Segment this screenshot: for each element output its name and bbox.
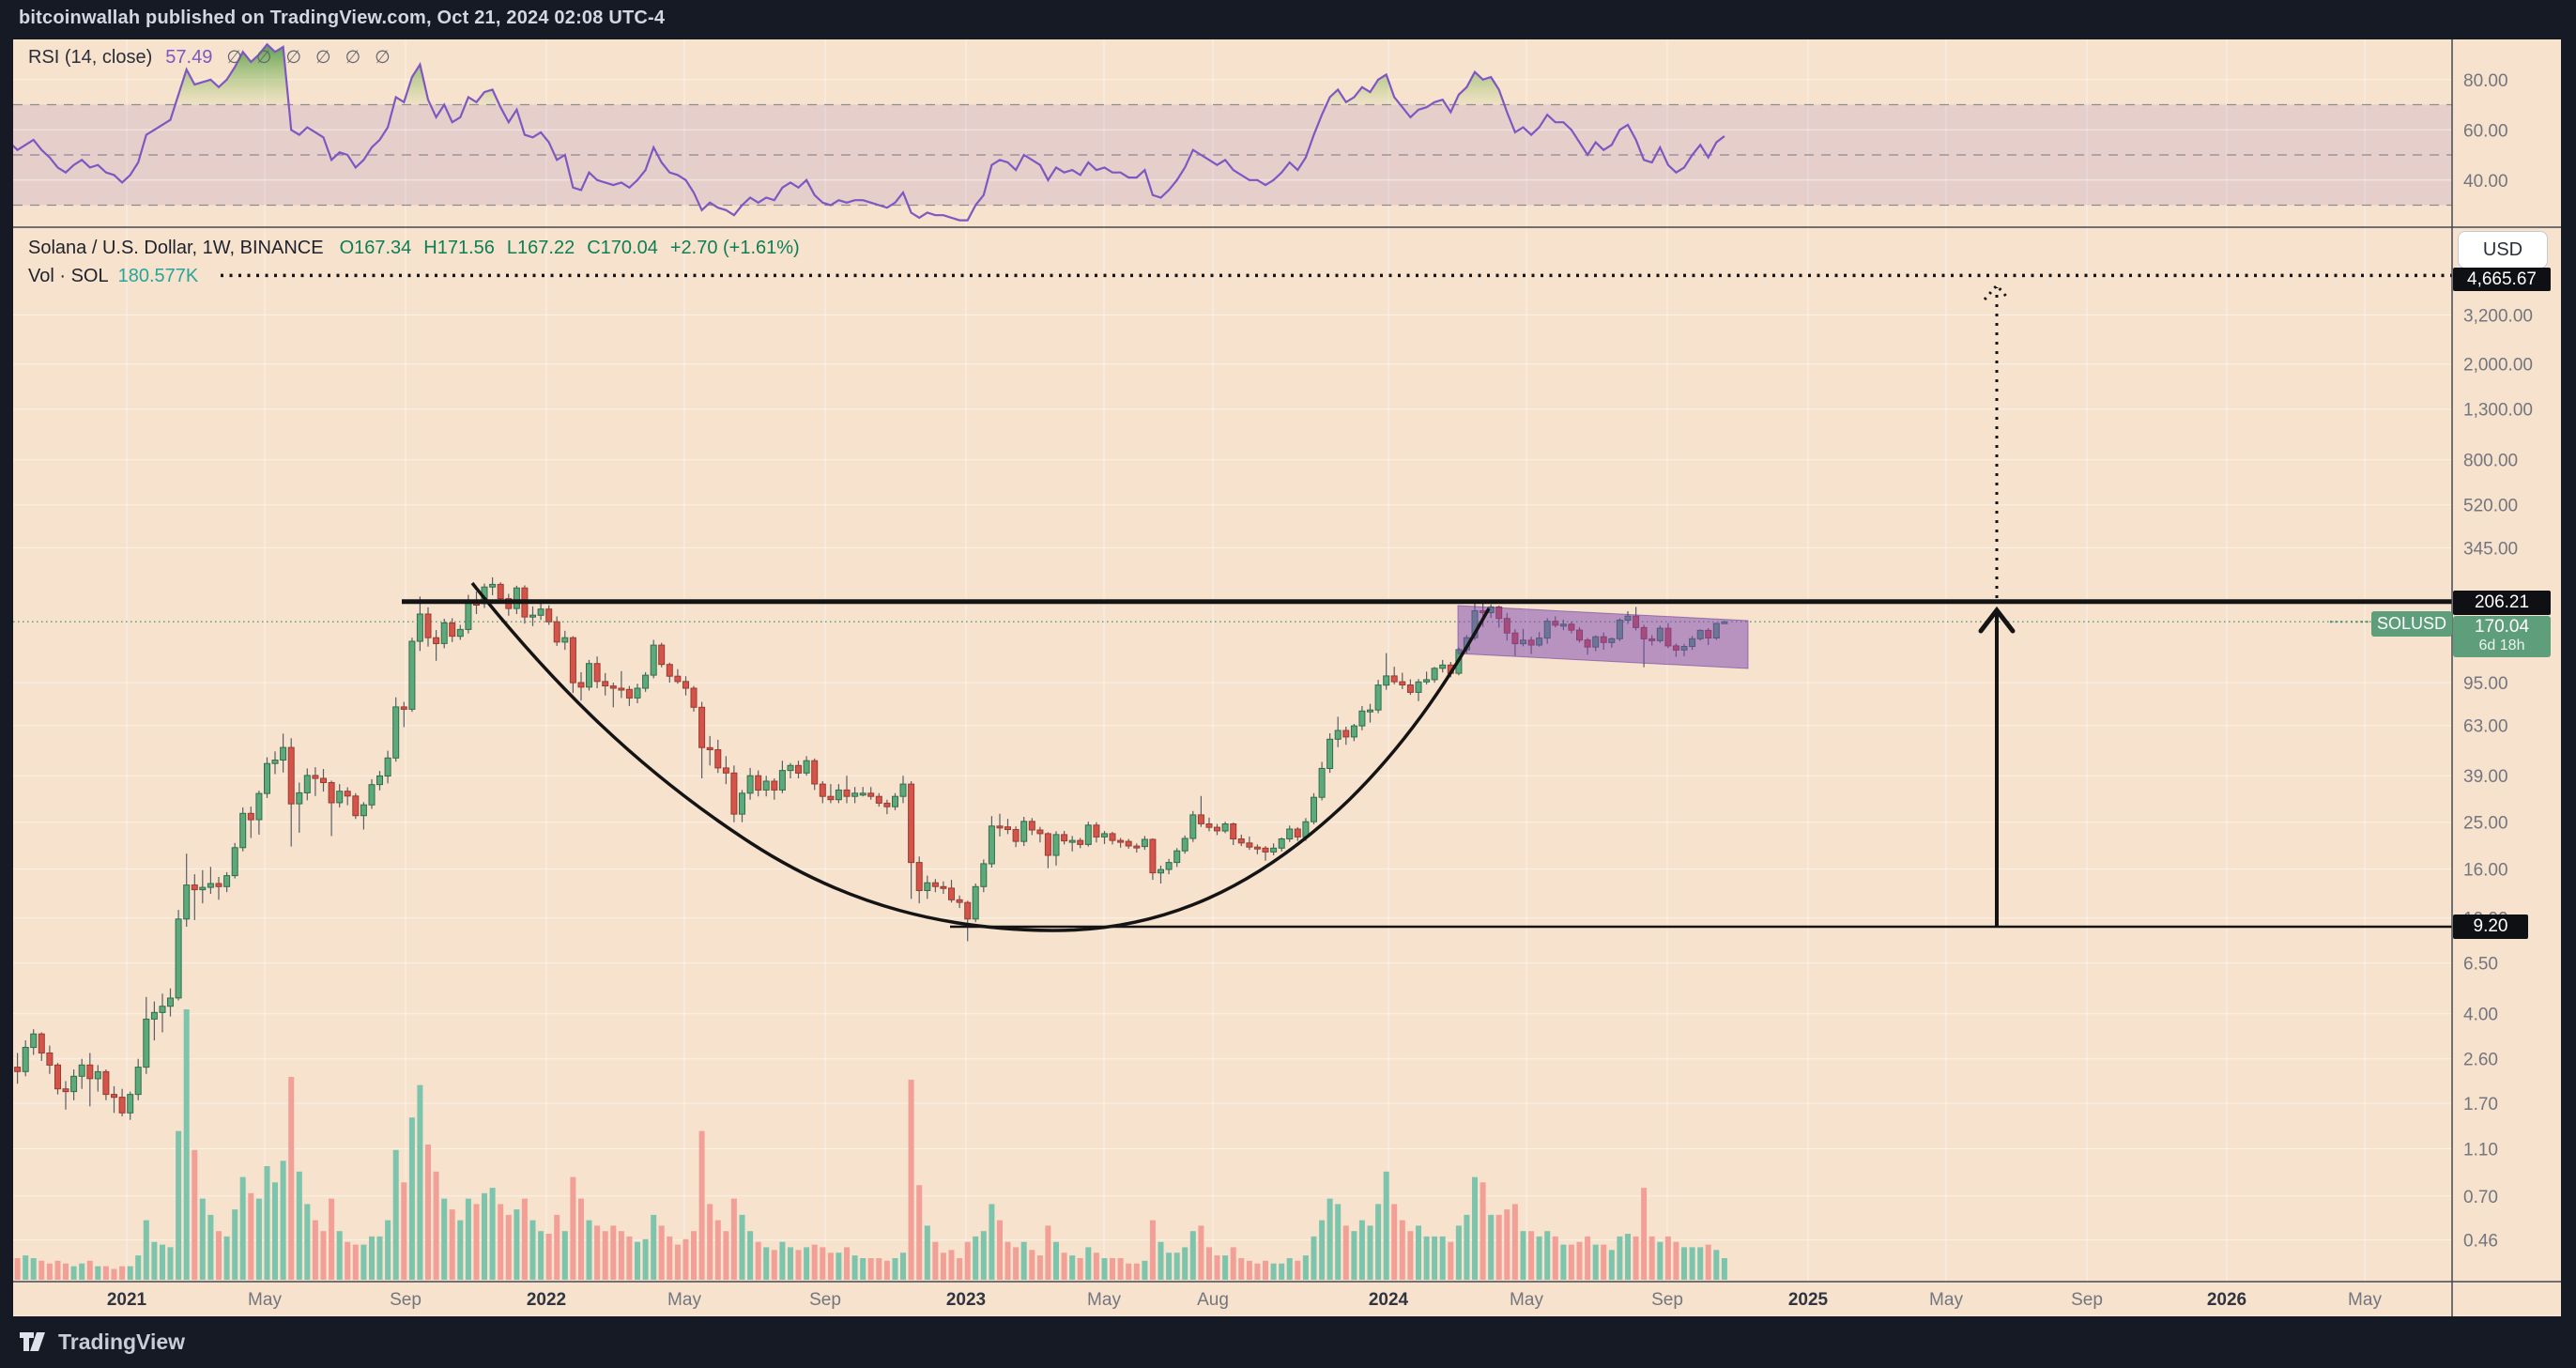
publish-bar: bitcoinwallah published on TradingView.c… xyxy=(0,0,2576,39)
rsi-param-empty: ∅ xyxy=(345,48,361,68)
pane-separators xyxy=(13,39,2561,1316)
symbol-flag-badge: SOLUSD xyxy=(2371,611,2452,637)
svg-text:1.10: 1.10 xyxy=(2463,1140,2498,1160)
ohlc-high: H171.56 xyxy=(423,238,495,258)
svg-text:0.46: 0.46 xyxy=(2463,1232,2498,1252)
svg-text:May: May xyxy=(1087,1290,1121,1310)
svg-text:May: May xyxy=(248,1290,282,1310)
rsi-legend[interactable]: RSI (14, close) 57.49 ∅ ∅ ∅ ∅ ∅ ∅ xyxy=(28,47,391,69)
target-price-badge: 4,665.67 xyxy=(2453,268,2551,291)
rsi-label: RSI (14, close) xyxy=(28,47,153,68)
svg-text:Sep: Sep xyxy=(809,1290,841,1310)
tradingview-brand[interactable]: TradingView xyxy=(58,1330,186,1354)
svg-text:May: May xyxy=(1929,1290,1963,1310)
rsi-param-empty: ∅ xyxy=(375,48,391,68)
svg-text:2.60: 2.60 xyxy=(2463,1051,2498,1070)
svg-text:63.00: 63.00 xyxy=(2463,717,2508,737)
drawings xyxy=(13,273,2452,932)
svg-text:4.00: 4.00 xyxy=(2463,1006,2498,1025)
svg-text:345.00: 345.00 xyxy=(2463,539,2518,559)
last-price-value: 170.04 xyxy=(2474,617,2530,637)
svg-text:3,200.00: 3,200.00 xyxy=(2463,306,2533,326)
volume-label: Vol · SOL xyxy=(28,266,109,286)
svg-text:1.70: 1.70 xyxy=(2463,1095,2498,1114)
price-axis[interactable] xyxy=(2452,39,2561,1282)
svg-text:1,300.00: 1,300.00 xyxy=(2463,401,2533,421)
time-axis[interactable] xyxy=(13,1282,2452,1316)
volume-value: 180.577K xyxy=(117,266,199,286)
ohlc-low: L167.22 xyxy=(506,238,575,258)
vertical-gridlines xyxy=(126,39,2366,1282)
svg-text:2023: 2023 xyxy=(946,1290,986,1310)
parallel-channel xyxy=(1457,605,1749,669)
svg-text:0.70: 0.70 xyxy=(2463,1188,2498,1207)
rsi-line xyxy=(13,42,1725,222)
publish-title: bitcoinwallah published on TradingView.c… xyxy=(19,8,666,28)
base-price-badge: 9.20 xyxy=(2453,915,2528,939)
rsi-pane xyxy=(13,42,2452,222)
ohlc-open: O167.34 xyxy=(339,238,412,258)
rsi-param-empty: ∅ xyxy=(226,48,242,68)
ohlc-close: C170.04 xyxy=(587,238,658,258)
volume-series xyxy=(14,1009,1727,1280)
svg-text:39.00: 39.00 xyxy=(2463,767,2508,787)
tradingview-logo-icon[interactable] xyxy=(19,1330,53,1353)
svg-text:40.00: 40.00 xyxy=(2463,172,2508,192)
svg-text:520.00: 520.00 xyxy=(2463,497,2518,516)
cup-and-handle-arc xyxy=(470,581,1491,932)
svg-text:Sep: Sep xyxy=(390,1290,422,1310)
rsi-param-empty: ∅ xyxy=(315,48,331,68)
ohlc-change: +2.70 (+1.61%) xyxy=(669,238,800,258)
volume-legend[interactable]: Vol · SOL 180.577K xyxy=(28,266,198,287)
target-dotted-arrowhead-icon xyxy=(1983,283,2011,300)
currency-usd-button[interactable]: USD xyxy=(2458,231,2548,269)
svg-text:May: May xyxy=(2348,1290,2382,1310)
svg-text:May: May xyxy=(667,1290,701,1310)
price-gridlines xyxy=(13,314,2452,1241)
svg-text:Sep: Sep xyxy=(1651,1290,1683,1310)
svg-text:2022: 2022 xyxy=(527,1290,566,1310)
rsi-param-empty: ∅ xyxy=(255,48,272,68)
svg-text:2021: 2021 xyxy=(107,1290,147,1310)
resistance-price-badge: 206.21 xyxy=(2453,591,2551,615)
symbol-title: Solana / U.S. Dollar, 1W, BINANCE xyxy=(28,238,324,258)
svg-text:2026: 2026 xyxy=(2207,1290,2246,1310)
svg-text:2,000.00: 2,000.00 xyxy=(2463,356,2533,376)
bar-countdown: 6d 18h xyxy=(2478,638,2525,653)
footer-bar: TradingView xyxy=(0,1316,2576,1368)
last-price-badge: 170.04 6d 18h xyxy=(2453,616,2551,657)
svg-text:60.00: 60.00 xyxy=(2463,121,2508,141)
axis-labels: 80.00 60.00 40.00 3,200.00 2,000.00 1,300.00 8… xyxy=(107,71,2533,1310)
svg-text:6.50: 6.50 xyxy=(2463,955,2498,975)
svg-text:16.00: 16.00 xyxy=(2463,860,2508,880)
rsi-overbought-fill xyxy=(13,44,1725,105)
symbol-legend[interactable]: Solana / U.S. Dollar, 1W, BINANCE O167.34… xyxy=(28,238,800,259)
candlestick-series xyxy=(14,576,1728,1120)
svg-text:2024: 2024 xyxy=(1369,1290,1409,1310)
rsi-param-empty: ∅ xyxy=(285,48,302,68)
svg-text:Aug: Aug xyxy=(1197,1290,1229,1310)
svg-text:May: May xyxy=(1510,1290,1543,1310)
svg-text:80.00: 80.00 xyxy=(2463,71,2508,91)
breakout-arrowhead-icon xyxy=(1978,606,2016,634)
svg-text:2025: 2025 xyxy=(1788,1290,1829,1310)
svg-text:25.00: 25.00 xyxy=(2463,814,2508,834)
rsi-value: 57.49 xyxy=(165,47,213,68)
svg-text:800.00: 800.00 xyxy=(2463,452,2518,471)
svg-text:95.00: 95.00 xyxy=(2463,674,2508,694)
svg-text:Sep: Sep xyxy=(2071,1290,2103,1310)
